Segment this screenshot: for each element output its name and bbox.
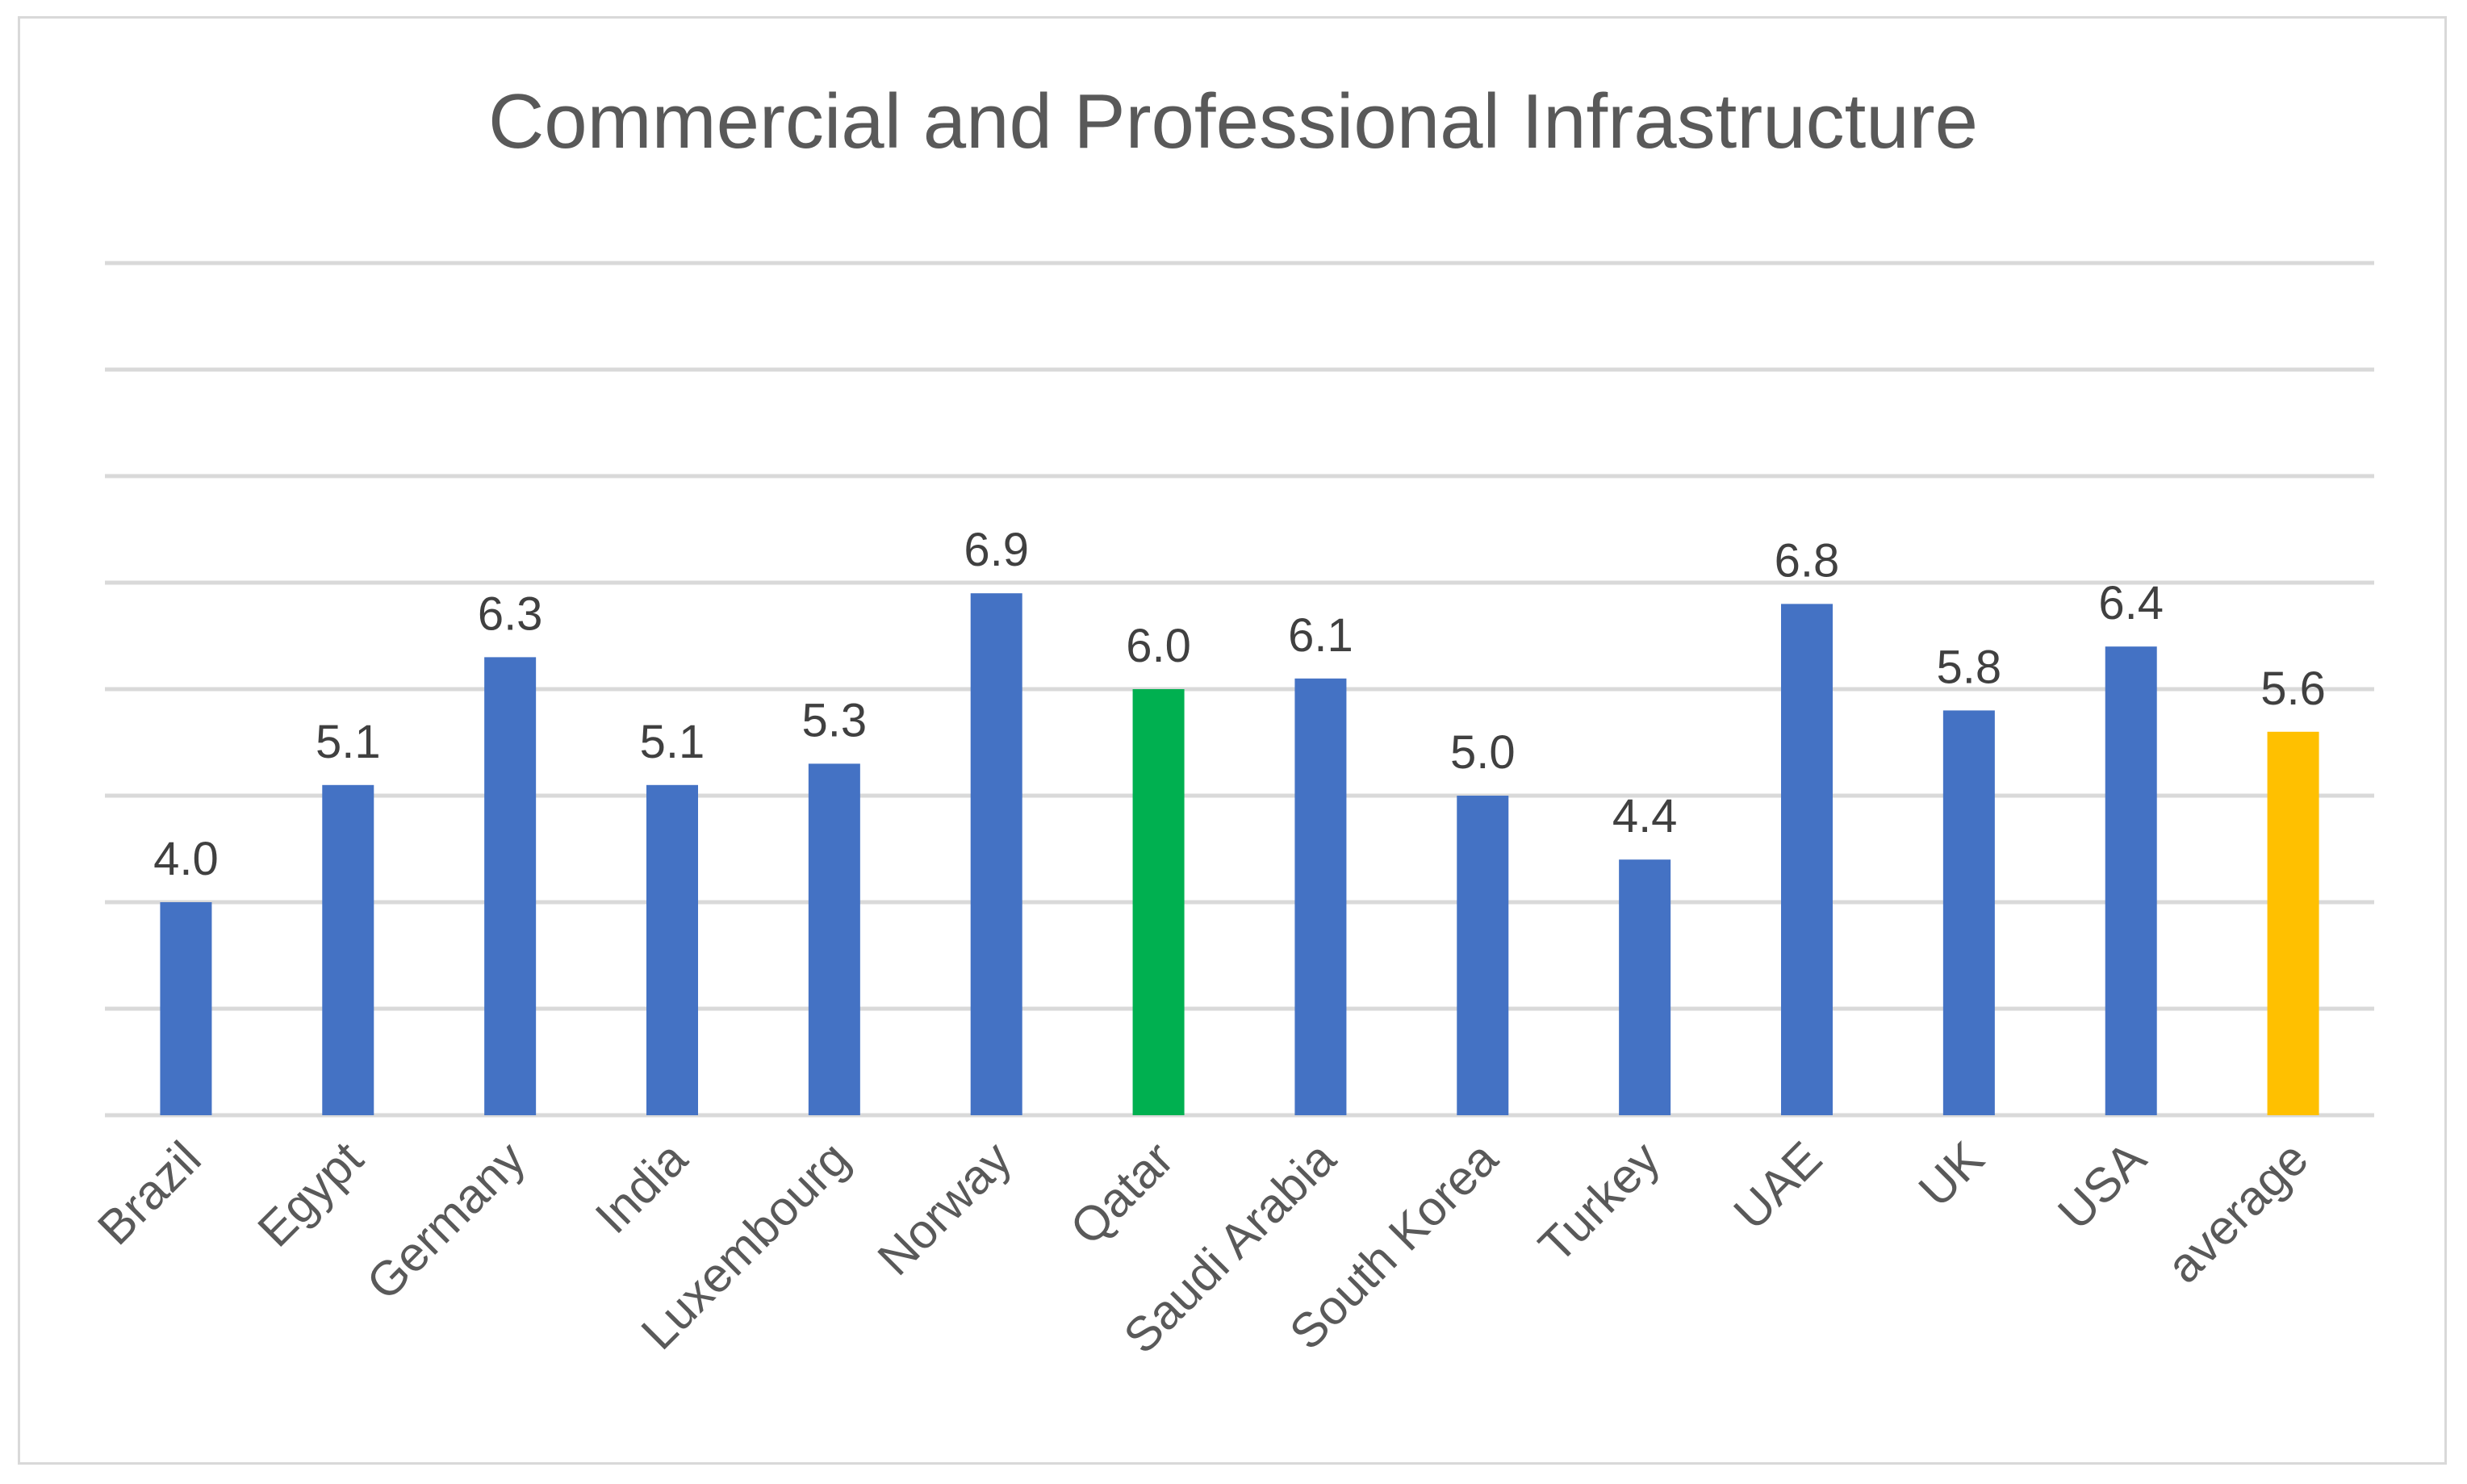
x-tick-label: Egypt (248, 1131, 374, 1257)
bar-south-korea (1457, 796, 1509, 1115)
x-tick-label: Brazil (87, 1131, 211, 1255)
data-label: 5.1 (316, 716, 381, 768)
bars (160, 593, 2319, 1115)
bar-uae (1781, 604, 1833, 1115)
x-tick-label: average (2156, 1131, 2319, 1294)
data-labels: 4.0 5.1 6.3 5.1 5.3 6.9 6.0 6.1 5.0 4.4 6.8 5.8 6.4 5… (153, 524, 2326, 885)
bar-usa (2105, 646, 2157, 1115)
bar-uk (1942, 710, 1995, 1115)
bar-norway (970, 593, 1022, 1115)
data-label: 5.0 (1450, 726, 1516, 779)
bar-india (646, 784, 698, 1115)
x-tick-label: Germany (356, 1131, 535, 1311)
data-label: 6.3 (478, 587, 543, 640)
gridlines (105, 261, 2374, 1118)
chart-title: Commercial and Professional Infrastructu… (488, 78, 1978, 165)
bar-turkey (1619, 859, 1671, 1115)
bar-qatar (1132, 689, 1185, 1115)
x-tick-label: Turkey (1528, 1131, 1670, 1273)
x-tick-label: India (585, 1131, 698, 1244)
data-label: 5.8 (1937, 641, 2002, 693)
x-tick-label: Qatar (1060, 1131, 1183, 1255)
data-label: 5.3 (802, 694, 868, 746)
x-tick-label: UAE (1724, 1131, 1833, 1240)
bar-brazil (160, 902, 212, 1115)
data-label: 5.6 (2260, 663, 2326, 715)
data-label: 6.0 (1126, 620, 1191, 672)
x-tick-label: UK (1909, 1131, 1994, 1217)
bar-luxembourg (808, 763, 860, 1115)
data-label: 6.4 (2098, 577, 2164, 629)
bar-egypt (322, 784, 374, 1115)
data-label: 5.1 (640, 716, 705, 768)
bar-saudi-arabia (1294, 678, 1347, 1115)
data-label: 6.8 (1775, 534, 1840, 587)
data-label: 4.0 (153, 833, 219, 885)
x-tick-label: Norway (868, 1131, 1022, 1285)
data-label: 4.4 (1612, 790, 1678, 842)
chart-frame (18, 16, 2447, 1465)
x-tick-label: USA (2047, 1131, 2156, 1240)
bar-germany (484, 657, 537, 1115)
data-label: 6.1 (1288, 609, 1353, 662)
bar-average (2267, 731, 2319, 1115)
data-label: 6.9 (964, 524, 1029, 576)
